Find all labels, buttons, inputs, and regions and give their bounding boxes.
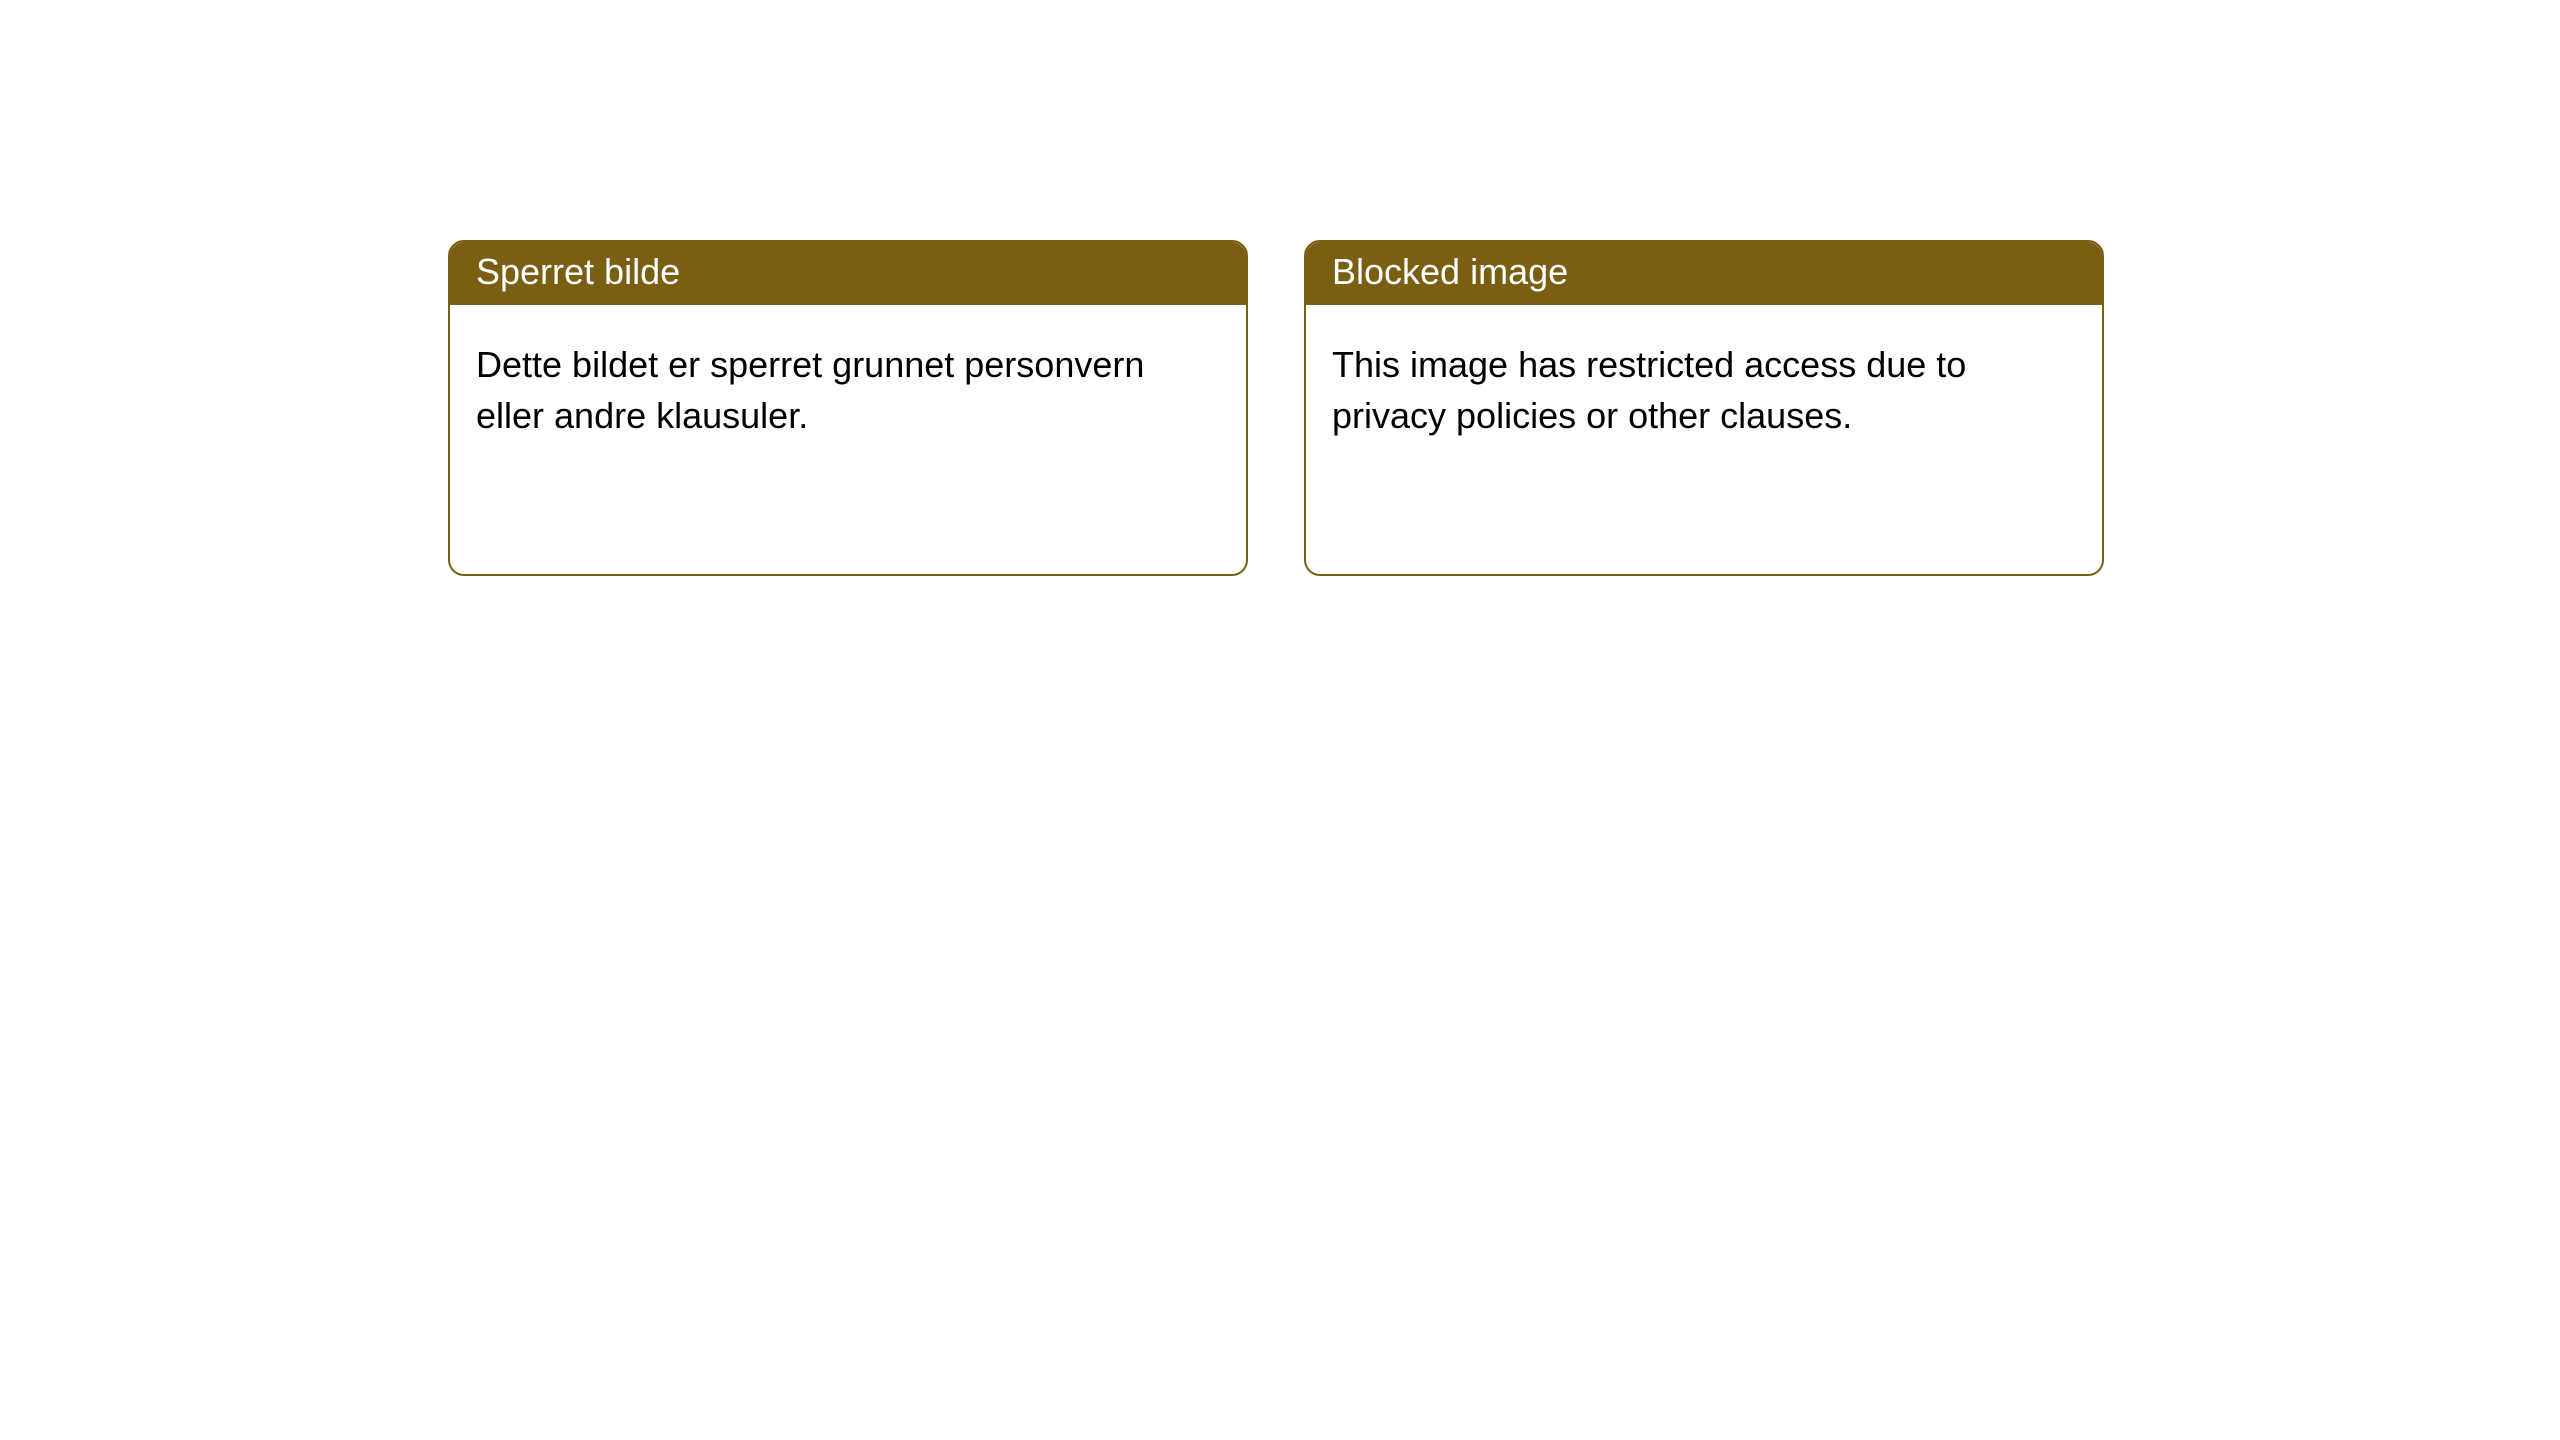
notice-card-body: This image has restricted access due to … [1306, 305, 2102, 475]
notice-card-title: Blocked image [1306, 242, 2102, 305]
notice-cards-container: Sperret bilde Dette bildet er sperret gr… [0, 0, 2560, 576]
notice-card-norwegian: Sperret bilde Dette bildet er sperret gr… [448, 240, 1248, 576]
notice-card-english: Blocked image This image has restricted … [1304, 240, 2104, 576]
notice-card-title: Sperret bilde [450, 242, 1246, 305]
notice-card-body: Dette bildet er sperret grunnet personve… [450, 305, 1246, 475]
